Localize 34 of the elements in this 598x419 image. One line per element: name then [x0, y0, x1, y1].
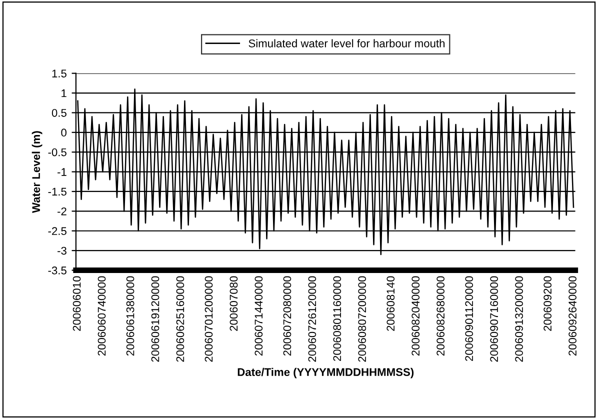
- x-tick-label: 2006072080000: [283, 276, 292, 356]
- x-tick-label: 2006082040000: [412, 276, 420, 356]
- x-tick-label: 2006060740000: [98, 276, 106, 356]
- x-tick-label: 20060619120000: [151, 276, 160, 362]
- x-tick-label: 20060625160000: [176, 276, 184, 362]
- x-tick-label: 20060907160000: [490, 276, 498, 362]
- x-tick-label: 20060913200000: [515, 276, 523, 362]
- x-tick-label: 20060726120000: [308, 276, 316, 362]
- x-tick-label: 200609200: [544, 276, 552, 331]
- x-tick-label: 200607080: [230, 276, 238, 331]
- y-tick-label: 1: [62, 89, 66, 98]
- x-tick-label: 20060807200000: [358, 276, 366, 362]
- y-tick-label: 1.5: [52, 70, 66, 78]
- y-tick-label: 0.5: [52, 108, 66, 117]
- x-tick-label: 2006092640000: [568, 276, 576, 356]
- y-tick-label: -1: [58, 168, 66, 176]
- x-tick-label: 2006082680000: [436, 276, 445, 356]
- y-tick-label: -3: [58, 246, 66, 255]
- legend-label: Simulated water level for harbour mouth: [248, 39, 445, 48]
- x-tick-label: 200608140: [386, 276, 395, 331]
- y-tick-label: -2.5: [48, 227, 66, 236]
- y-tick-label: 0: [61, 128, 66, 137]
- x-tick-label: 20060701200000: [204, 276, 213, 362]
- x-tick-label: 2006071440000: [254, 276, 263, 356]
- y-tick-label: -2: [58, 207, 66, 216]
- y-tick-label: -0.5: [48, 148, 66, 156]
- x-tick-label: 20060901120000: [465, 276, 474, 361]
- y-tick-label: -1.5: [48, 188, 66, 196]
- x-tick-label: 200606010: [72, 276, 81, 331]
- y-tick-label: -3.5: [48, 266, 66, 274]
- x-tick-label: 2006061380000: [126, 276, 134, 356]
- x-axis-title: Date/Time (YYYYMMDDHHMMSS): [238, 368, 414, 378]
- y-axis-title: Water Level (m): [32, 131, 42, 213]
- x-tick-label: 20060801160000: [333, 276, 342, 361]
